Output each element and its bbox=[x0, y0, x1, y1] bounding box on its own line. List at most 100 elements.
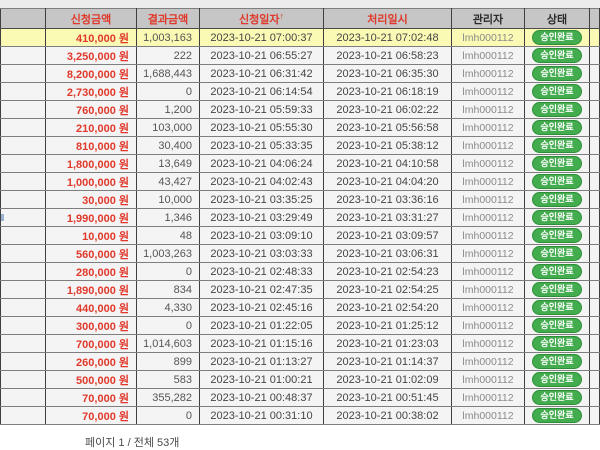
process-date-cell: 2023-10-21 06:58:23 bbox=[323, 46, 452, 65]
header-request-date[interactable]: 신청일자↑ bbox=[199, 8, 324, 29]
status-badge: 승인완료 bbox=[532, 246, 582, 261]
request-amount-cell: 1,000,000 원 bbox=[45, 172, 137, 191]
right-stub-cell bbox=[589, 82, 600, 101]
request-date-cell: 2023-10-21 00:31:10 bbox=[199, 406, 324, 425]
result-amount-cell: 30,400 bbox=[136, 136, 200, 155]
table-row[interactable]: 560,000 원 1,003,263 2023-10-21 03:03:33 … bbox=[0, 244, 600, 263]
status-badge: 승인완료 bbox=[532, 84, 582, 99]
status-badge: 승인완료 bbox=[532, 192, 582, 207]
table-row[interactable]: 2,730,000 원 0 2023-10-21 06:14:54 2023-1… bbox=[0, 82, 600, 101]
request-amount-cell: 2,730,000 원 bbox=[45, 82, 137, 101]
header-result-amount[interactable]: 결과금액 bbox=[136, 8, 200, 29]
table-row[interactable]: 410,000 원 1,003,163 2023-10-21 07:00:37 … bbox=[0, 28, 600, 47]
request-amount-cell: 260,000 원 bbox=[45, 352, 137, 371]
request-date-cell: 2023-10-21 02:47:35 bbox=[199, 280, 324, 299]
process-date-cell: 2023-10-21 05:56:58 bbox=[323, 118, 452, 137]
request-amount-cell: 3,250,000 원 bbox=[45, 46, 137, 65]
result-amount-cell: 1,003,163 bbox=[136, 28, 200, 47]
left-stub-cell bbox=[0, 388, 46, 407]
left-stub-cell bbox=[0, 316, 46, 335]
status-cell: 승인완료 bbox=[524, 64, 590, 83]
left-stub-cell bbox=[0, 136, 46, 155]
result-amount-cell: 10,000 bbox=[136, 190, 200, 209]
table-row[interactable]: 1,990,000 원 1,346 2023-10-21 03:29:49 20… bbox=[0, 208, 600, 227]
right-stub-cell bbox=[589, 28, 600, 47]
header-admin[interactable]: 관리자 bbox=[451, 8, 525, 29]
table-row[interactable]: 210,000 원 103,000 2023-10-21 05:55:30 20… bbox=[0, 118, 600, 137]
process-date-cell: 2023-10-21 03:36:16 bbox=[323, 190, 452, 209]
result-amount-cell: 1,200 bbox=[136, 100, 200, 119]
table-row[interactable]: 300,000 원 0 2023-10-21 01:22:05 2023-10-… bbox=[0, 316, 600, 335]
status-cell: 승인완료 bbox=[524, 226, 590, 245]
request-date-cell: 2023-10-21 01:00:21 bbox=[199, 370, 324, 389]
admin-id-cell: lmh000112 bbox=[451, 316, 525, 335]
table-row[interactable]: 70,000 원 0 2023-10-21 00:31:10 2023-10-2… bbox=[0, 406, 600, 425]
right-stub-cell bbox=[589, 136, 600, 155]
status-badge: 승인완료 bbox=[532, 282, 582, 297]
status-badge: 승인완료 bbox=[532, 300, 582, 315]
admin-id-cell: lmh000112 bbox=[451, 370, 525, 389]
request-amount-cell: 1,890,000 원 bbox=[45, 280, 137, 299]
process-date-cell: 2023-10-21 05:38:12 bbox=[323, 136, 452, 155]
admin-id-cell: lmh000112 bbox=[451, 334, 525, 353]
admin-id-cell: lmh000112 bbox=[451, 154, 525, 173]
table-row[interactable]: 500,000 원 583 2023-10-21 01:00:21 2023-1… bbox=[0, 370, 600, 389]
status-cell: 승인완료 bbox=[524, 28, 590, 47]
request-date-cell: 2023-10-21 01:13:27 bbox=[199, 352, 324, 371]
table-row[interactable]: 760,000 원 1,200 2023-10-21 05:59:33 2023… bbox=[0, 100, 600, 119]
process-date-cell: 2023-10-21 01:14:37 bbox=[323, 352, 452, 371]
header-status[interactable]: 상태 bbox=[524, 8, 590, 29]
status-badge: 승인완료 bbox=[532, 30, 582, 45]
status-cell: 승인완료 bbox=[524, 244, 590, 263]
status-badge: 승인완료 bbox=[532, 264, 582, 279]
process-date-cell: 2023-10-21 01:23:03 bbox=[323, 334, 452, 353]
right-stub-cell bbox=[589, 388, 600, 407]
header-process-date[interactable]: 처리일시 bbox=[323, 8, 452, 29]
left-stub-cell bbox=[0, 406, 46, 425]
right-stub-cell bbox=[589, 64, 600, 83]
header-row: 신청금액 결과금액 신청일자↑ 처리일시 관리자 상태 bbox=[0, 8, 600, 29]
process-date-cell: 2023-10-21 07:02:48 bbox=[323, 28, 452, 47]
table-body: 410,000 원 1,003,163 2023-10-21 07:00:37 … bbox=[0, 28, 600, 425]
admin-id-cell: lmh000112 bbox=[451, 190, 525, 209]
admin-id-cell: lmh000112 bbox=[451, 244, 525, 263]
left-stub-cell bbox=[0, 352, 46, 371]
header-request-amount[interactable]: 신청금액 bbox=[45, 8, 137, 29]
status-cell: 승인완료 bbox=[524, 100, 590, 119]
status-badge: 승인완료 bbox=[532, 174, 582, 189]
table-row[interactable]: 280,000 원 0 2023-10-21 02:48:33 2023-10-… bbox=[0, 262, 600, 281]
table-row[interactable]: 810,000 원 30,400 2023-10-21 05:33:35 202… bbox=[0, 136, 600, 155]
request-date-cell: 2023-10-21 03:29:49 bbox=[199, 208, 324, 227]
status-cell: 승인완료 bbox=[524, 154, 590, 173]
request-amount-cell: 1,990,000 원 bbox=[45, 208, 137, 227]
left-stub-cell bbox=[0, 82, 46, 101]
table-row[interactable]: 70,000 원 355,282 2023-10-21 00:48:37 202… bbox=[0, 388, 600, 407]
table-row[interactable]: 260,000 원 899 2023-10-21 01:13:27 2023-1… bbox=[0, 352, 600, 371]
request-amount-cell: 300,000 원 bbox=[45, 316, 137, 335]
result-amount-cell: 1,346 bbox=[136, 208, 200, 227]
table-row[interactable]: 10,000 원 48 2023-10-21 03:09:10 2023-10-… bbox=[0, 226, 600, 245]
result-amount-cell: 48 bbox=[136, 226, 200, 245]
request-date-cell: 2023-10-21 06:14:54 bbox=[199, 82, 324, 101]
table-row[interactable]: 3,250,000 원 222 2023-10-21 06:55:27 2023… bbox=[0, 46, 600, 65]
status-cell: 승인완료 bbox=[524, 190, 590, 209]
table-row[interactable]: 1,800,000 원 13,649 2023-10-21 04:06:24 2… bbox=[0, 154, 600, 173]
left-stub-cell bbox=[0, 334, 46, 353]
result-amount-cell: 355,282 bbox=[136, 388, 200, 407]
right-stub-cell bbox=[589, 46, 600, 65]
table-row[interactable]: 8,200,000 원 1,688,443 2023-10-21 06:31:4… bbox=[0, 64, 600, 83]
table-row[interactable]: 30,000 원 10,000 2023-10-21 03:35:25 2023… bbox=[0, 190, 600, 209]
table-row[interactable]: 700,000 원 1,014,603 2023-10-21 01:15:16 … bbox=[0, 334, 600, 353]
process-date-cell: 2023-10-21 02:54:25 bbox=[323, 280, 452, 299]
status-badge: 승인완료 bbox=[532, 228, 582, 243]
request-date-cell: 2023-10-21 02:48:33 bbox=[199, 262, 324, 281]
table-row[interactable]: 1,000,000 원 43,427 2023-10-21 04:02:43 2… bbox=[0, 172, 600, 191]
admin-id-cell: lmh000112 bbox=[451, 208, 525, 227]
admin-id-cell: lmh000112 bbox=[451, 406, 525, 425]
table-row[interactable]: 1,890,000 원 834 2023-10-21 02:47:35 2023… bbox=[0, 280, 600, 299]
status-cell: 승인완료 bbox=[524, 118, 590, 137]
table-row[interactable]: 440,000 원 4,330 2023-10-21 02:45:16 2023… bbox=[0, 298, 600, 317]
request-date-cell: 2023-10-21 00:48:37 bbox=[199, 388, 324, 407]
admin-id-cell: lmh000112 bbox=[451, 172, 525, 191]
left-stub-cell bbox=[0, 244, 46, 263]
